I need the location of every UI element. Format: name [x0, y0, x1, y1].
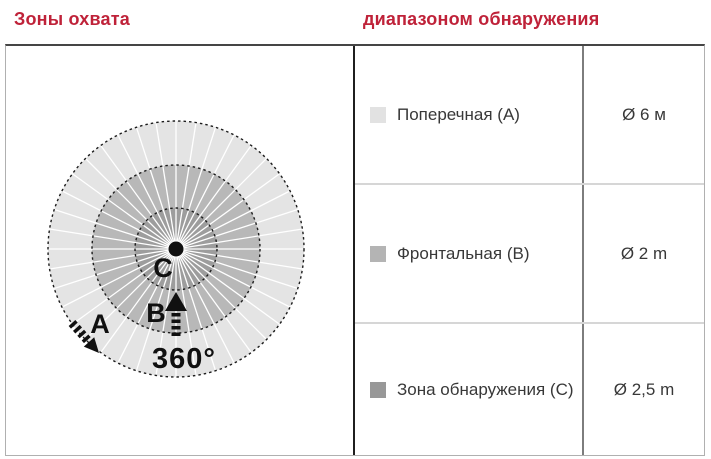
zone-a-label: Поперечная (A)	[397, 104, 520, 124]
zone-b-swatch	[370, 245, 386, 262]
column-divider	[582, 46, 584, 455]
zone-c-swatch	[370, 381, 386, 398]
zone-c-label: Зона обнаружения (C)	[397, 379, 574, 399]
coverage-diagram-panel: A B C 360°	[6, 46, 353, 455]
table-row-transverse: Поперечная (A) Ø 6 м	[355, 46, 704, 183]
zone-b-value: Ø 2 m	[620, 243, 668, 263]
zone-a-value: Ø 6 м	[622, 104, 666, 124]
zone-a-swatch	[370, 106, 386, 123]
label-zone-a: A	[90, 309, 110, 339]
label-zone-c: C	[153, 253, 173, 283]
row-divider	[355, 183, 704, 185]
coverage-zones	[47, 120, 305, 378]
label-zone-b: B	[146, 298, 166, 328]
zone-c-value: Ø 2,5 m	[613, 379, 675, 399]
label-rotation-360: 360°	[152, 343, 216, 375]
page-title-right: диапазоном обнаружения	[363, 9, 600, 29]
table-row-frontal: Фронтальная (B) Ø 2 m	[355, 185, 704, 322]
zone-b-label: Фронтальная (B)	[397, 243, 530, 263]
transverse-arrow-icon	[68, 319, 99, 353]
frontal-arrow-icon	[165, 292, 187, 337]
detection-range-table: Поперечная (A) Ø 6 м Фронтальная (B) Ø 2…	[353, 46, 704, 455]
table-row-detection: Зона обнаружения (C) Ø 2,5 m	[355, 324, 704, 455]
row-divider	[355, 322, 704, 324]
page-title-left: Зоны охвата	[14, 9, 130, 29]
coverage-diagram: A B C 360°	[47, 120, 305, 378]
content-box: A B C 360° Поперечная (A) Ø 6 м Фронталь…	[5, 44, 705, 456]
